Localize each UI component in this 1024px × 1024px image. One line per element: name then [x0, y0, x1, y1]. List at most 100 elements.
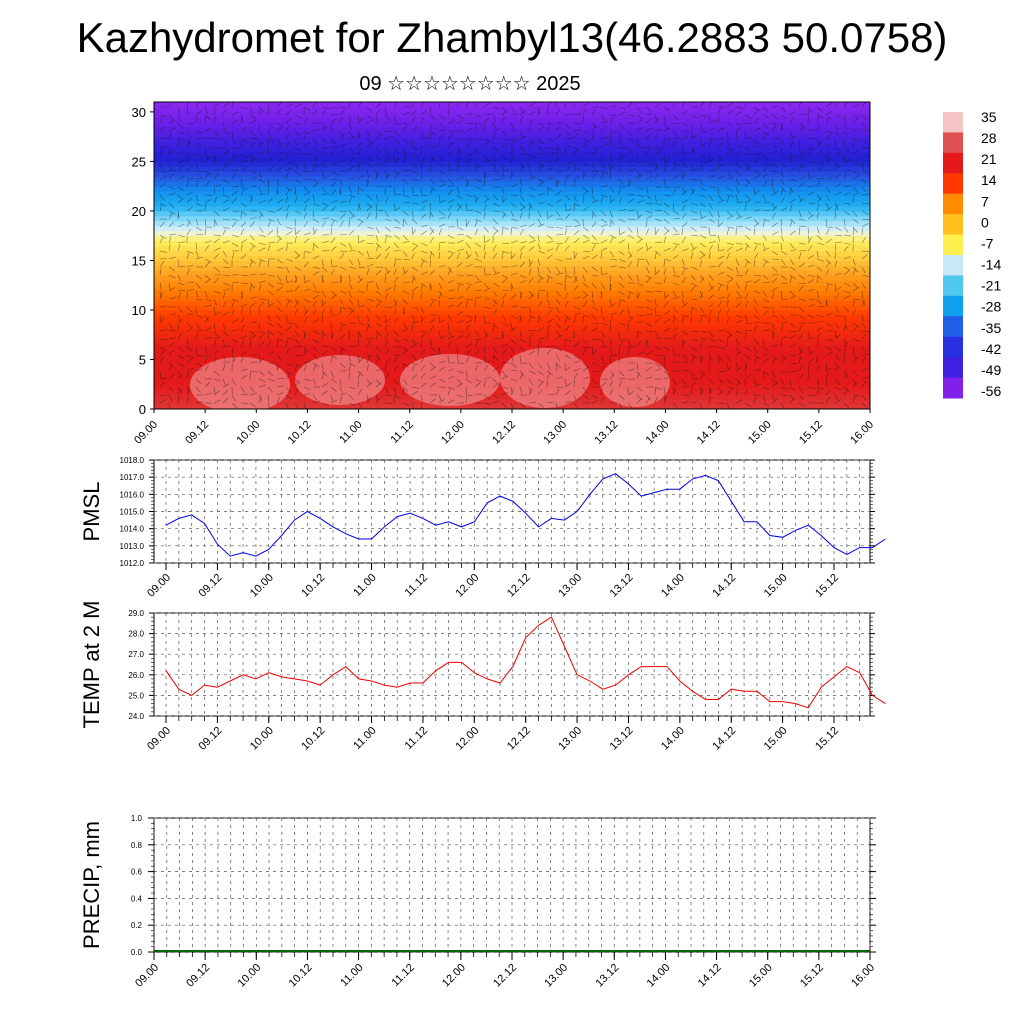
wind-barb [555, 210, 561, 217]
x-tick-label: 14.12 [696, 962, 724, 990]
wind-barb [807, 148, 812, 156]
wind-barb [780, 386, 788, 390]
colorbar-label: 21 [981, 151, 997, 167]
wind-barb [762, 218, 770, 222]
wind-barb [636, 214, 643, 220]
wind-barb [609, 373, 615, 380]
wind-barb [159, 282, 162, 290]
wind-barb [330, 124, 333, 132]
wind-barb [240, 253, 247, 260]
wind-barb [717, 163, 719, 172]
wind-barb [663, 210, 670, 216]
wind-barb [555, 282, 563, 285]
wind-barb [276, 330, 284, 336]
wind-barb [294, 196, 298, 204]
wind-barb [627, 149, 633, 156]
wind-barb [204, 106, 208, 114]
wind-barb [528, 362, 534, 369]
wind-barb [510, 106, 516, 113]
wind-barb [609, 220, 612, 228]
wind-barb [852, 322, 860, 327]
wind-barb [402, 388, 405, 396]
wind-barb [429, 186, 437, 191]
wind-barb [339, 200, 347, 204]
wind-barb [618, 231, 626, 236]
wind-barb [564, 130, 571, 136]
wind-barb [771, 125, 777, 132]
wind-barb [177, 223, 185, 228]
wind-barb [582, 138, 590, 142]
wind-barb [735, 216, 743, 220]
wind-barb [231, 346, 234, 354]
wind-barb [681, 130, 690, 132]
wind-barb [591, 370, 600, 372]
wind-barb [726, 228, 729, 236]
wind-barb [807, 245, 813, 252]
wind-barb [753, 222, 760, 228]
wind-barb [330, 370, 334, 378]
wind-barb [789, 370, 798, 373]
wind-barb [663, 259, 665, 268]
wind-barb [834, 282, 837, 290]
wind-barb [573, 194, 577, 202]
wind-barb [600, 121, 608, 124]
wind-barb [195, 202, 203, 207]
wind-barb [195, 180, 199, 188]
wind-barb [168, 282, 171, 290]
wind-barb [492, 146, 499, 152]
wind-barb [249, 402, 256, 408]
wind-barb [276, 218, 281, 226]
wind-barb [618, 164, 623, 172]
wind-barb [501, 349, 507, 356]
wind-barb [591, 200, 599, 204]
wind-barb [555, 125, 561, 132]
wind-barb [168, 212, 173, 220]
wind-barb [708, 168, 716, 172]
wind-barb [474, 164, 478, 172]
wind-barb [294, 330, 300, 337]
wind-barb [519, 135, 527, 140]
wind-barb [501, 212, 506, 220]
wind-barb [654, 164, 658, 172]
wind-barb [789, 386, 797, 391]
wind-barb [294, 138, 298, 146]
wind-barb [411, 146, 419, 151]
wind-barb [717, 390, 724, 396]
wind-barb [321, 330, 327, 337]
wind-barb [465, 314, 473, 319]
wind-barb [204, 381, 211, 388]
wind-barb [843, 234, 851, 237]
wind-barb [663, 186, 672, 188]
wind-barb [645, 113, 653, 116]
wind-barb [789, 198, 796, 204]
wind-barb [582, 234, 589, 240]
wind-barb [582, 170, 587, 178]
wind-barb [285, 196, 288, 204]
wind-barb [195, 386, 201, 393]
wind-barb [627, 130, 633, 137]
wind-barb [510, 218, 518, 221]
wind-barb [420, 282, 427, 288]
wind-barb [330, 246, 337, 252]
wind-barb [609, 388, 614, 396]
wind-barb [573, 316, 576, 324]
wind-barb [789, 186, 794, 194]
x-tick-label: 16.00 [848, 419, 876, 447]
wind-barb [618, 274, 624, 281]
wind-barb [591, 162, 596, 170]
wind-barb [681, 227, 683, 236]
x-tick-label: 15.12 [813, 725, 841, 753]
wind-barb [537, 152, 545, 156]
wind-barb [420, 164, 423, 172]
wind-barb [483, 117, 489, 124]
wind-barb [168, 119, 176, 124]
wind-barb [627, 138, 635, 142]
wind-barb [159, 236, 164, 244]
wind-barb [393, 365, 399, 372]
wind-barb [600, 162, 606, 169]
wind-barb [411, 338, 416, 346]
wind-barb [798, 113, 806, 116]
wind-barb [654, 116, 659, 124]
wind-barb [735, 302, 742, 308]
heatmap-cell [154, 250, 870, 256]
